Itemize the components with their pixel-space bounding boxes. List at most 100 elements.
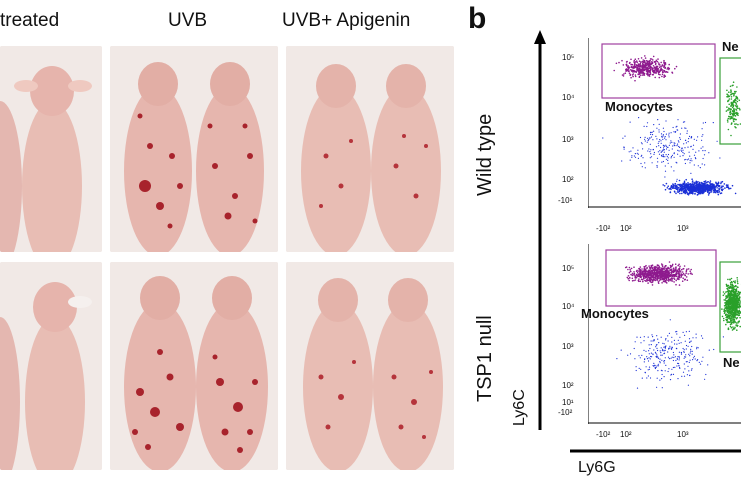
event-dot [722, 317, 725, 320]
event-dot [675, 347, 677, 349]
event-dot [738, 301, 740, 304]
event-dot [692, 187, 695, 190]
event-dot [635, 70, 638, 72]
event-dot [622, 75, 625, 77]
event-dot [640, 71, 642, 73]
event-dot [692, 337, 694, 339]
event-dot [735, 103, 738, 105]
event-dot [690, 268, 692, 271]
event-dot [728, 98, 731, 100]
event-dot [661, 135, 663, 137]
event-dot [665, 276, 667, 279]
event-dot [687, 345, 689, 347]
event-dot [702, 150, 704, 152]
event-dot [728, 301, 731, 304]
event-dot [732, 291, 735, 293]
monocytes-label-tsp1-null: Monocytes [581, 306, 649, 321]
event-dot [695, 181, 697, 184]
event-dot [643, 267, 646, 270]
event-dot [704, 182, 706, 184]
event-dot [657, 357, 659, 359]
event-dot [661, 282, 663, 284]
event-dot [657, 275, 659, 278]
event-dot [686, 279, 689, 281]
event-dot [734, 326, 736, 329]
event-dot [628, 70, 630, 72]
event-dot [667, 370, 669, 373]
event-dot [652, 71, 655, 73]
event-dot [733, 316, 735, 318]
event-dot [664, 357, 666, 359]
event-dot [634, 274, 636, 277]
event-dot [639, 62, 642, 65]
y-tick-wild-type-1e2: 10² [562, 175, 574, 184]
event-dot [675, 268, 677, 270]
event-dot [634, 153, 636, 155]
event-dot [636, 271, 639, 274]
event-dot [646, 63, 649, 65]
event-dot [649, 266, 652, 269]
event-dot [650, 340, 652, 342]
event-dot [628, 62, 631, 64]
event-dot [666, 187, 669, 189]
event-dot [644, 277, 646, 279]
event-dot [658, 145, 660, 147]
event-dot [663, 76, 665, 78]
event-dot [734, 192, 737, 195]
event-dot [629, 159, 631, 161]
y-tick-wild-type-neg1e1: -10¹ [558, 196, 573, 205]
event-dot [643, 74, 646, 76]
ly6g-axis-line [570, 449, 741, 453]
event-dot [662, 69, 664, 72]
event-dot [694, 193, 696, 195]
event-dot [720, 182, 722, 185]
event-dot [732, 326, 734, 328]
event-dot [665, 339, 667, 341]
event-dot [669, 269, 672, 272]
event-dot [737, 114, 739, 117]
event-dot [655, 352, 657, 354]
event-dot [736, 100, 739, 103]
event-dot [672, 186, 674, 188]
event-dot [709, 180, 712, 182]
event-dot [681, 271, 684, 273]
event-dot [673, 187, 675, 189]
event-dot [660, 336, 662, 338]
event-dot [648, 357, 650, 359]
event-dot [644, 167, 646, 169]
event-dot [724, 187, 726, 189]
event-dot [680, 273, 682, 275]
event-dot [680, 149, 682, 151]
event-dot [637, 275, 639, 278]
event-dot [689, 374, 691, 376]
event-dot [650, 136, 653, 138]
event-dot [685, 270, 688, 273]
event-dot [656, 127, 658, 129]
event-dot [650, 265, 653, 267]
event-dot [662, 184, 664, 186]
panel-letter-b: b [468, 2, 487, 35]
event-dot [633, 347, 635, 350]
event-dot [644, 271, 647, 274]
event-dot [731, 311, 734, 313]
event-dot [653, 67, 655, 69]
event-dot [691, 160, 693, 162]
event-dot [736, 277, 738, 279]
event-dot [659, 64, 661, 66]
event-dot [638, 75, 641, 78]
event-dot [720, 181, 722, 183]
event-dot [629, 268, 631, 271]
event-dot [673, 278, 676, 280]
event-dot [641, 154, 643, 156]
event-dot [729, 299, 731, 301]
event-dot [738, 293, 741, 295]
event-dot [690, 190, 692, 192]
event-dot [658, 66, 661, 68]
event-dot [648, 344, 650, 346]
event-dot [679, 367, 681, 369]
event-dot [716, 187, 718, 189]
event-dot [648, 65, 650, 68]
event-dot [671, 274, 673, 277]
event-dot [715, 185, 718, 187]
event-dot [673, 190, 676, 193]
